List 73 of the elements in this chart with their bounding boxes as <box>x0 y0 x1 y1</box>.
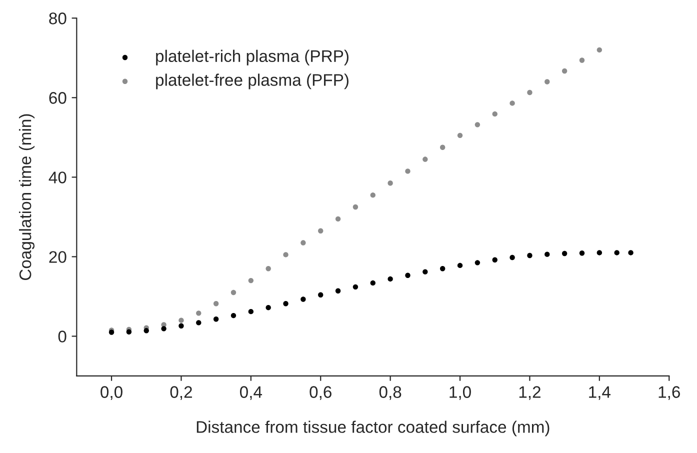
point <box>614 250 620 256</box>
point <box>405 272 410 278</box>
x-tick-label: 1,4 <box>589 386 611 400</box>
point <box>352 204 358 210</box>
legend-label: platelet-free plasma (PFP) <box>156 74 348 90</box>
point <box>335 216 341 222</box>
point <box>248 278 254 284</box>
point <box>178 318 184 323</box>
point <box>283 252 288 258</box>
point <box>510 254 515 260</box>
point <box>178 323 184 328</box>
legend-label: platelet-rich plasma (PRP) <box>156 50 348 66</box>
point <box>562 68 568 74</box>
x-tick-label: 0,6 <box>310 386 332 400</box>
x-tick-label: 0,4 <box>240 386 262 400</box>
point <box>405 168 410 174</box>
point <box>144 328 149 334</box>
x-tick-label: 1,6 <box>658 386 680 400</box>
point <box>596 250 602 256</box>
point <box>196 320 202 326</box>
point <box>300 240 306 246</box>
point <box>300 296 306 302</box>
point <box>161 326 166 332</box>
x-tick-label: 0,0 <box>100 386 122 400</box>
point <box>474 122 480 128</box>
point <box>510 100 515 106</box>
y-tick-label: 0 <box>58 330 66 342</box>
point <box>457 262 463 268</box>
point <box>266 266 271 272</box>
x-tick-label: 0,2 <box>170 386 192 400</box>
point <box>335 288 341 294</box>
y-tick-label: 40 <box>48 172 66 184</box>
point <box>352 284 358 290</box>
y-tick-label: 20 <box>49 251 66 263</box>
point <box>196 310 202 316</box>
point <box>126 329 132 334</box>
x-tick-label: 1,2 <box>519 386 540 400</box>
point <box>492 111 498 117</box>
point <box>230 290 236 296</box>
y-tick-label: 80 <box>49 12 66 24</box>
point <box>266 305 271 310</box>
point <box>370 192 376 198</box>
point <box>527 90 532 96</box>
x-tick-label: 0,8 <box>379 386 402 400</box>
y-axis-title: Coagulation time (min) <box>18 114 35 280</box>
point <box>370 280 376 286</box>
x-axis-title: Distance from tissue factor coated surface (mm) <box>196 420 550 436</box>
point <box>422 269 428 274</box>
point <box>492 257 498 262</box>
point <box>318 228 324 234</box>
point <box>579 58 585 63</box>
point <box>440 266 446 272</box>
point <box>213 316 219 322</box>
point <box>544 252 550 257</box>
point <box>388 180 393 186</box>
point <box>562 250 568 256</box>
point <box>628 250 634 256</box>
point <box>440 144 446 150</box>
y-tick-label: 60 <box>49 92 66 104</box>
point <box>318 292 324 298</box>
x-tick-label: 1,0 <box>450 386 471 400</box>
point <box>579 250 585 256</box>
point <box>422 156 428 162</box>
point <box>544 79 550 84</box>
point <box>388 276 393 282</box>
point <box>248 308 254 314</box>
point <box>474 260 480 266</box>
point <box>457 132 463 138</box>
point <box>283 301 288 306</box>
point <box>527 252 532 258</box>
point <box>596 47 602 53</box>
point <box>230 312 236 318</box>
point <box>213 301 219 306</box>
